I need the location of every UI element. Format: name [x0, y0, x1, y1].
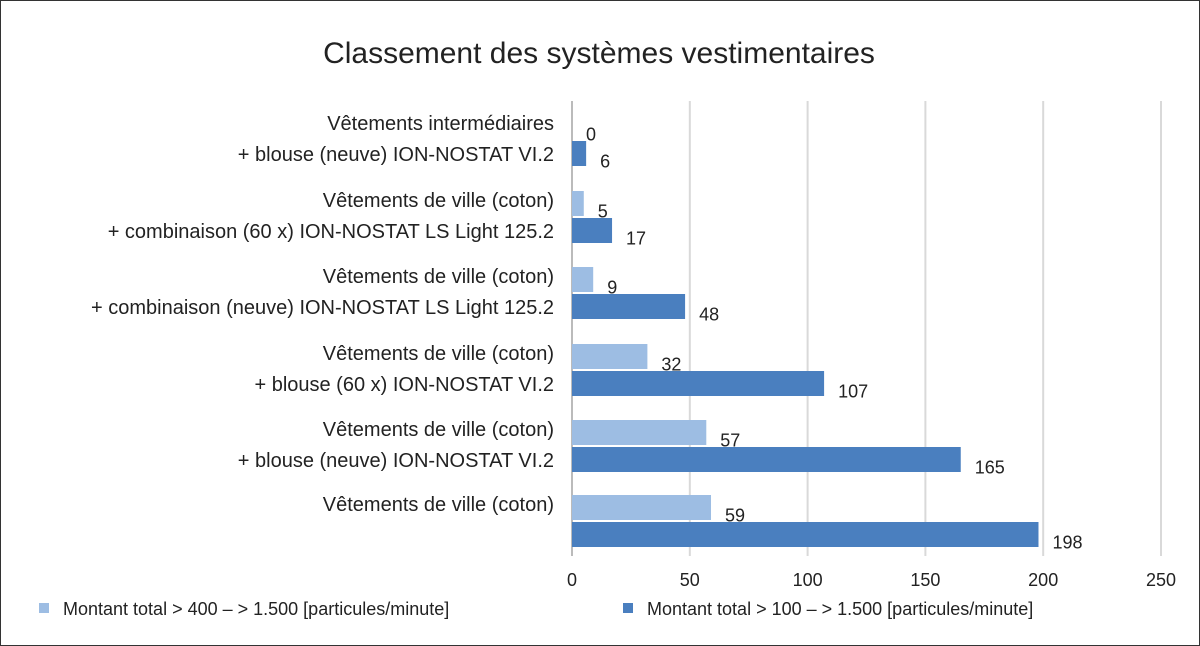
category-label: + combinaison (neuve) ION-NOSTAT LS Ligh…	[91, 297, 554, 319]
data-label: 9	[607, 278, 617, 298]
data-label: 59	[725, 506, 745, 526]
x-tick-label: 200	[1028, 570, 1058, 590]
bar	[572, 218, 613, 243]
data-label: 57	[720, 431, 740, 451]
bar	[572, 294, 686, 319]
category-label: Vêtements de ville (coton)	[323, 190, 554, 212]
category-label: Vêtements de ville (coton)	[323, 419, 554, 441]
bar	[572, 420, 707, 445]
data-label: 48	[699, 305, 719, 325]
data-label: 6	[600, 152, 610, 172]
bar	[572, 141, 587, 166]
bar	[572, 495, 712, 520]
category-label: + blouse (60 x) ION-NOSTAT VI.2	[254, 374, 554, 396]
category-label: + blouse (neuve) ION-NOSTAT VI.2	[238, 450, 554, 472]
data-label: 5	[598, 202, 608, 222]
category-label: Vêtements de ville (coton)	[323, 266, 554, 288]
category-label: + combinaison (60 x) ION-NOSTAT LS Light…	[108, 221, 554, 243]
category-label: Vêtements de ville (coton)	[323, 494, 554, 516]
data-label: 198	[1052, 533, 1082, 553]
data-label: 165	[975, 458, 1005, 478]
bar	[572, 267, 594, 292]
legend-label: Montant total > 400 – > 1.500 [particule…	[63, 599, 449, 619]
data-label: 17	[626, 229, 646, 249]
bar	[572, 191, 584, 216]
x-tick-label: 150	[910, 570, 940, 590]
category-label: Vêtements de ville (coton)	[323, 343, 554, 365]
legend-swatch	[39, 603, 49, 613]
bar	[572, 371, 825, 396]
x-tick-label: 100	[793, 570, 823, 590]
category-label: Vêtements intermédiaires	[327, 113, 554, 135]
x-tick-label: 0	[567, 570, 577, 590]
bar	[572, 447, 961, 472]
bar	[572, 522, 1039, 547]
chart-title: Classement des systèmes vestimentaires	[323, 37, 875, 70]
legend-label: Montant total > 100 – > 1.500 [particule…	[647, 599, 1033, 619]
legend-swatch	[623, 603, 633, 613]
bar	[572, 344, 648, 369]
data-label: 32	[661, 355, 681, 375]
data-label: 107	[838, 382, 868, 402]
category-label: + blouse (neuve) ION-NOSTAT VI.2	[238, 144, 554, 166]
x-tick-label: 50	[680, 570, 700, 590]
x-tick-label: 250	[1146, 570, 1176, 590]
data-label: 0	[586, 125, 596, 145]
